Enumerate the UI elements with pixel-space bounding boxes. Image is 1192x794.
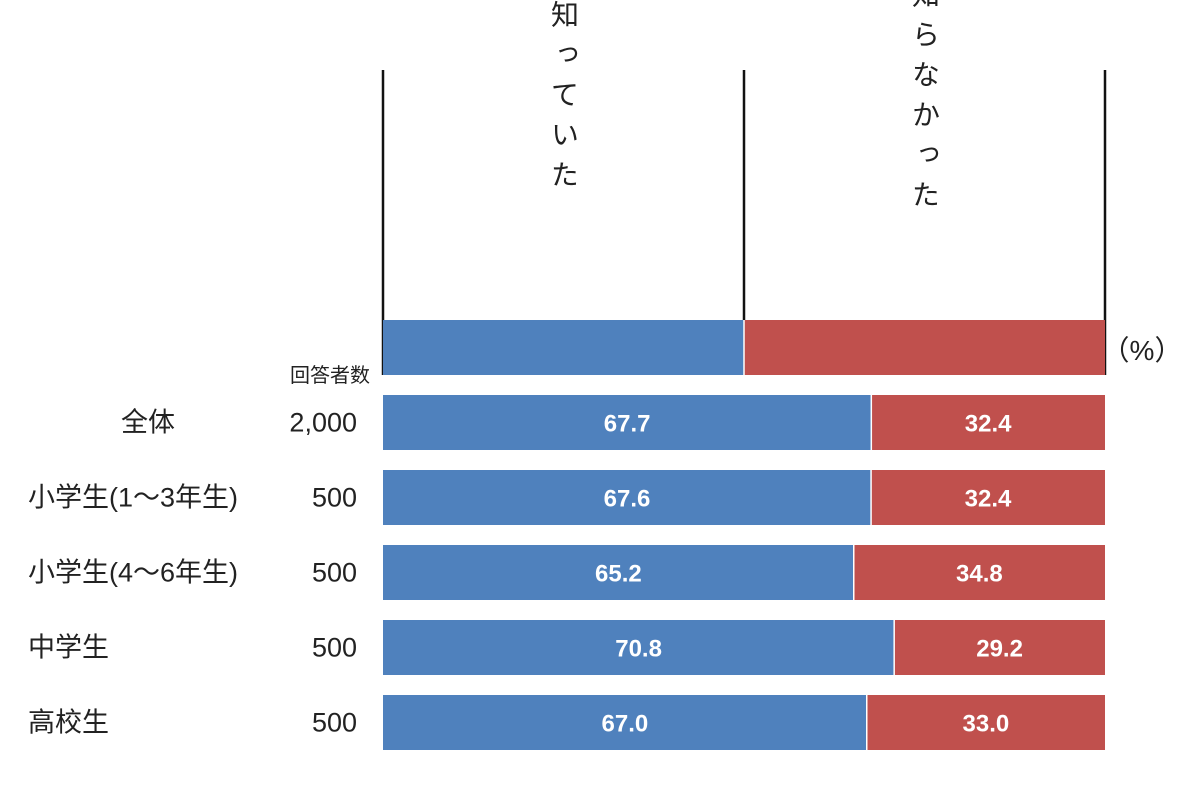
bar-unknown <box>866 695 1105 750</box>
respondent-count: 2,000 <box>289 408 357 438</box>
legend-swatch-unknown <box>744 320 1105 375</box>
category-label: 小学生(4～6年生) <box>28 558 238 588</box>
value-label-known: 65.2 <box>595 561 642 588</box>
bar-unknown <box>871 470 1105 525</box>
respondent-count: 500 <box>312 708 357 738</box>
respondents-header: 回答者数 <box>290 364 370 387</box>
value-label-unknown: 34.8 <box>956 561 1003 588</box>
value-label-known: 70.8 <box>615 636 662 663</box>
legend-swatch-known <box>383 320 744 375</box>
respondent-count: 500 <box>312 633 357 663</box>
value-label-known: 67.6 <box>604 486 651 513</box>
bar-known <box>383 395 872 450</box>
value-label-unknown: 29.2 <box>976 636 1023 663</box>
bar-unknown <box>853 545 1105 600</box>
value-label-unknown: 32.4 <box>965 486 1012 513</box>
respondent-count: 500 <box>312 483 357 513</box>
bar-unknown <box>894 620 1105 675</box>
respondent-count: 500 <box>312 558 357 588</box>
bar-known <box>383 695 867 750</box>
value-label-unknown: 32.4 <box>965 411 1012 438</box>
category-label: 中学生 <box>28 633 109 663</box>
bar-known <box>383 545 854 600</box>
category-label: 全体 <box>121 408 175 438</box>
bar-known <box>383 470 872 525</box>
legend-label-1: 知らなかった <box>909 0 940 220</box>
legend-label-0: 知っていた <box>548 0 579 200</box>
value-label-known: 67.0 <box>602 711 649 738</box>
bar-known <box>383 620 895 675</box>
value-label-unknown: 33.0 <box>963 711 1010 738</box>
unit-label: （%） <box>1102 335 1183 366</box>
bar-unknown <box>871 395 1105 450</box>
category-label: 高校生 <box>28 708 109 738</box>
category-label: 小学生(1～3年生) <box>28 483 238 513</box>
value-label-known: 67.7 <box>604 411 651 438</box>
